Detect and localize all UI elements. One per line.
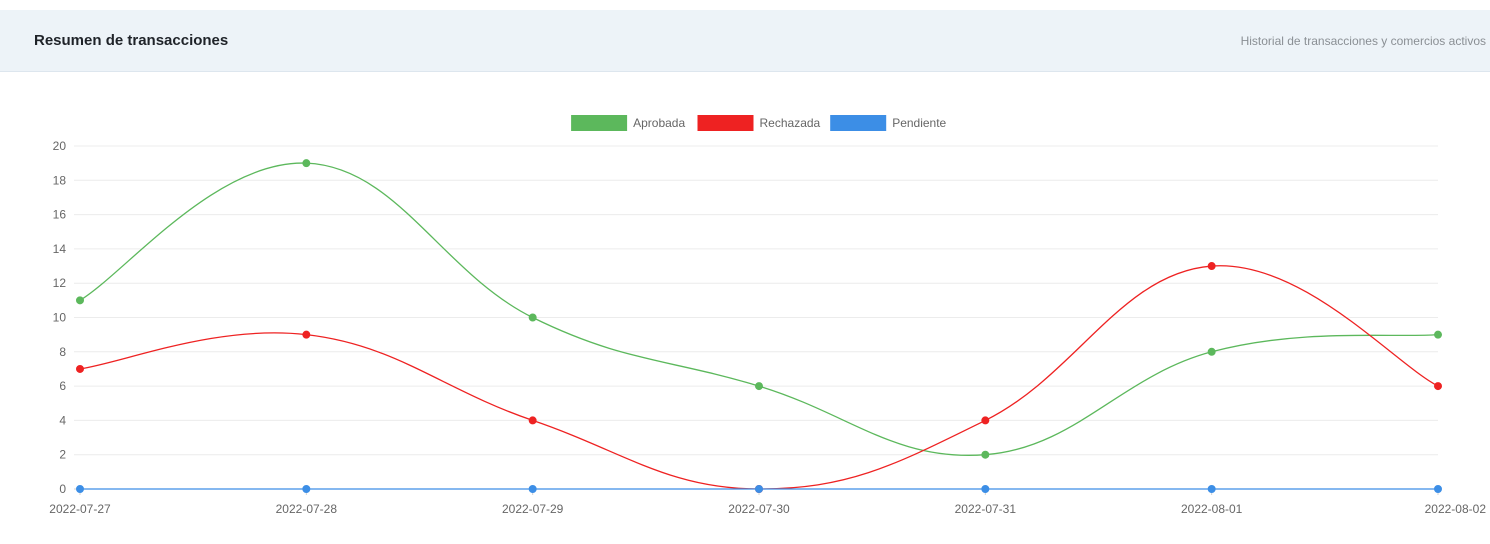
legend-swatch [697, 115, 754, 131]
data-point[interactable] [76, 364, 84, 373]
data-point[interactable] [1207, 262, 1216, 271]
series-rechazada [76, 262, 1442, 493]
legend-label: Aprobada [633, 116, 685, 130]
x-tick-label: 2022-07-28 [276, 502, 338, 516]
y-tick-label: 20 [53, 139, 67, 153]
y-tick-label: 6 [59, 379, 66, 393]
data-point[interactable] [302, 159, 311, 168]
y-tick-label: 16 [53, 208, 67, 222]
legend-swatch [830, 115, 887, 131]
data-point[interactable] [302, 330, 311, 339]
series-line [79, 265, 1439, 490]
legend-item-pendiente[interactable]: Pendiente [830, 115, 947, 131]
data-point[interactable] [76, 485, 84, 493]
series-aprobada [76, 159, 1442, 459]
data-point[interactable] [1434, 485, 1442, 493]
legend-item-aprobada[interactable]: Aprobada [571, 115, 685, 131]
y-tick-label: 0 [59, 482, 66, 496]
y-tick-label: 2 [59, 448, 66, 462]
data-point[interactable] [755, 382, 763, 391]
panel-header: Resumen de transacciones Historial de tr… [0, 10, 1490, 72]
legend-swatch [571, 115, 628, 131]
y-tick-label: 12 [53, 276, 67, 290]
data-point[interactable] [1207, 347, 1216, 356]
y-tick-label: 14 [53, 242, 67, 256]
legend: Aprobada Rechazada Pendiente [571, 115, 947, 131]
x-tick-label: 2022-07-30 [728, 502, 790, 516]
y-tick-label: 8 [59, 345, 66, 359]
data-point[interactable] [528, 485, 537, 493]
series-line [79, 162, 1439, 457]
series-pendiente [76, 485, 1442, 493]
x-tick-label: 2022-08-01 [1181, 502, 1243, 516]
data-point[interactable] [1434, 330, 1442, 339]
data-point[interactable] [528, 416, 537, 425]
y-tick-label: 4 [59, 413, 66, 427]
x-tick-label: 2022-08-02 [1425, 502, 1487, 516]
data-point[interactable] [76, 296, 84, 305]
data-point[interactable] [1434, 382, 1442, 391]
panel-title: Resumen de transacciones [34, 32, 229, 49]
legend-label: Pendiente [892, 116, 946, 130]
data-point[interactable] [1207, 485, 1216, 493]
legend-label: Rechazada [760, 116, 821, 130]
chart-area: 0 2 4 6 8 10 12 14 16 18 20 2022-07-27 2022-07-28 202… [0, 73, 1490, 544]
panel-subtitle: Historial de transacciones y comercios a… [1240, 34, 1486, 48]
y-gridlines: 0 2 4 6 8 10 12 14 16 18 20 [53, 139, 1438, 496]
data-point[interactable] [981, 450, 990, 459]
data-point[interactable] [981, 416, 990, 425]
data-point[interactable] [302, 485, 311, 493]
y-tick-label: 10 [53, 311, 67, 325]
x-axis: 2022-07-27 2022-07-28 2022-07-29 2022-07-30… [49, 489, 1486, 516]
x-tick-label: 2022-07-29 [502, 502, 564, 516]
data-point[interactable] [755, 485, 763, 493]
x-tick-label: 2022-07-27 [49, 502, 111, 516]
y-tick-label: 18 [53, 173, 67, 187]
data-point[interactable] [528, 313, 537, 322]
data-point[interactable] [981, 485, 990, 493]
legend-item-rechazada[interactable]: Rechazada [697, 115, 821, 131]
x-tick-label: 2022-07-31 [955, 502, 1017, 516]
